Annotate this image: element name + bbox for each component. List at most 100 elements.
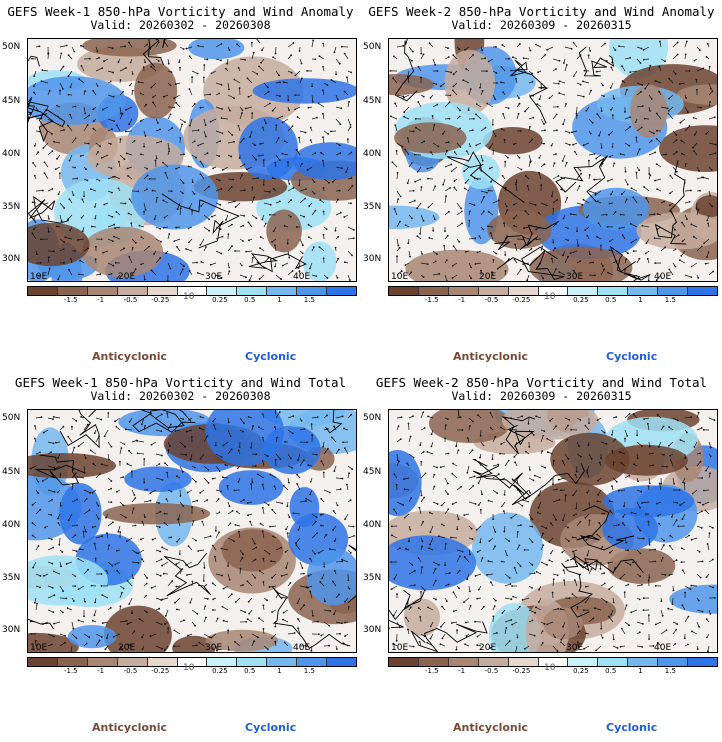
wind-arrow-head xyxy=(572,41,575,44)
wind-arrow-head xyxy=(510,598,513,601)
wind-arrow xyxy=(463,597,470,603)
wind-arrow-head xyxy=(657,514,660,517)
wind-arrow-head xyxy=(232,178,235,181)
wind-arrow-head xyxy=(286,505,289,507)
wind-arrow-head xyxy=(472,485,475,487)
wind-arrow xyxy=(691,262,698,267)
wind-arrow-head xyxy=(682,481,684,484)
wind-arrow-head xyxy=(475,103,478,106)
wind-arrow-head xyxy=(629,222,632,225)
vorticity-region xyxy=(28,222,90,267)
wind-arrow-head xyxy=(221,605,224,608)
wind-arrow-head xyxy=(131,246,134,249)
wind-arrow-head xyxy=(333,613,335,616)
wind-arrow-head xyxy=(164,171,167,174)
wind-arrow xyxy=(227,141,235,144)
wind-arrow-head xyxy=(261,218,264,221)
wind-arrow-head xyxy=(596,500,599,503)
wind-arrow-head xyxy=(591,122,594,124)
wind-arrow xyxy=(480,196,485,204)
lon-label: 40E xyxy=(293,272,311,282)
wind-arrow xyxy=(77,238,85,241)
wind-arrow xyxy=(475,262,482,265)
wind-arrow-head xyxy=(246,502,249,504)
wind-arrow-head xyxy=(173,97,176,100)
wind-arrow-head xyxy=(53,594,56,597)
wind-arrow-head xyxy=(278,200,281,203)
lon-label: 10E xyxy=(391,272,409,282)
wind-arrow-head xyxy=(640,126,643,129)
wind-arrow-head xyxy=(62,248,65,251)
wind-arrow-head xyxy=(167,449,170,452)
wind-arrow-head xyxy=(628,624,630,627)
wind-arrow xyxy=(408,200,415,204)
wind-arrow-head xyxy=(317,102,320,105)
wind-arrow-head xyxy=(349,499,352,501)
wind-arrow-head xyxy=(712,270,714,273)
wind-arrow xyxy=(167,580,173,587)
wind-arrow xyxy=(552,645,558,652)
wind-arrow xyxy=(660,106,668,109)
wind-arrow xyxy=(696,412,699,419)
wind-arrow xyxy=(523,57,530,60)
wind-arrow-head xyxy=(256,73,259,75)
wind-arrow-head xyxy=(409,255,411,258)
wind-arrow-head xyxy=(469,145,472,148)
colorbar-swatch xyxy=(267,287,298,295)
wind-arrow-head xyxy=(248,612,251,615)
wind-arrow-head xyxy=(417,557,420,559)
wind-arrow xyxy=(684,616,689,623)
wind-arrow xyxy=(282,262,289,266)
wind-arrow xyxy=(68,513,73,521)
wind-arrow-head xyxy=(41,480,44,482)
coastline xyxy=(59,410,100,449)
wind-arrow xyxy=(659,41,662,48)
wind-arrow-head xyxy=(31,534,34,537)
wind-arrow xyxy=(137,440,145,443)
wind-arrow-head xyxy=(657,445,660,448)
colorbar-swatch xyxy=(87,287,118,295)
wind-arrow-head xyxy=(254,558,257,561)
wind-arrow-head xyxy=(31,522,34,524)
wind-arrow-head xyxy=(120,112,122,115)
wind-arrow-head xyxy=(574,579,576,582)
wind-arrow-head xyxy=(436,466,438,469)
lat-label: 35N xyxy=(363,202,382,212)
wind-arrow xyxy=(511,70,518,72)
wind-arrow-head xyxy=(34,639,37,642)
wind-arrow-head xyxy=(53,140,55,143)
wind-arrow-head xyxy=(520,524,522,526)
wind-arrow-head xyxy=(531,587,533,589)
wind-arrow-head xyxy=(628,413,631,415)
wind-arrow-head xyxy=(449,94,452,97)
wind-arrow-head xyxy=(169,423,172,426)
wind-arrow xyxy=(251,633,259,638)
wind-arrow xyxy=(245,106,253,109)
wind-arrow xyxy=(128,597,133,605)
wind-arrow xyxy=(408,46,414,52)
wind-arrow-head xyxy=(524,174,527,177)
wind-arrow-head xyxy=(474,575,477,577)
wind-arrow-head xyxy=(198,427,201,429)
wind-arrow xyxy=(432,124,435,132)
colorbar-swatch xyxy=(688,658,717,666)
wind-arrow-head xyxy=(464,49,466,51)
wind-arrow-head xyxy=(92,462,95,465)
wind-arrow xyxy=(203,435,208,443)
wind-arrow-head xyxy=(101,594,104,596)
wind-arrow-head xyxy=(414,117,417,120)
wind-arrow-head xyxy=(185,248,188,250)
wind-arrow-head xyxy=(248,279,251,281)
wind-arrow xyxy=(347,525,354,527)
lat-label: 40N xyxy=(363,149,382,159)
wind-arrow xyxy=(636,105,643,108)
wind-arrow-head xyxy=(209,93,212,96)
wind-arrow-head xyxy=(593,178,596,181)
wind-arrow xyxy=(672,520,677,527)
wind-arrow-head xyxy=(558,271,561,274)
wind-arrow-head xyxy=(336,504,339,507)
wind-arrow xyxy=(347,535,355,539)
wind-arrow xyxy=(239,568,241,575)
wind-arrow-head xyxy=(70,258,72,260)
wind-arrow-head xyxy=(638,598,641,601)
